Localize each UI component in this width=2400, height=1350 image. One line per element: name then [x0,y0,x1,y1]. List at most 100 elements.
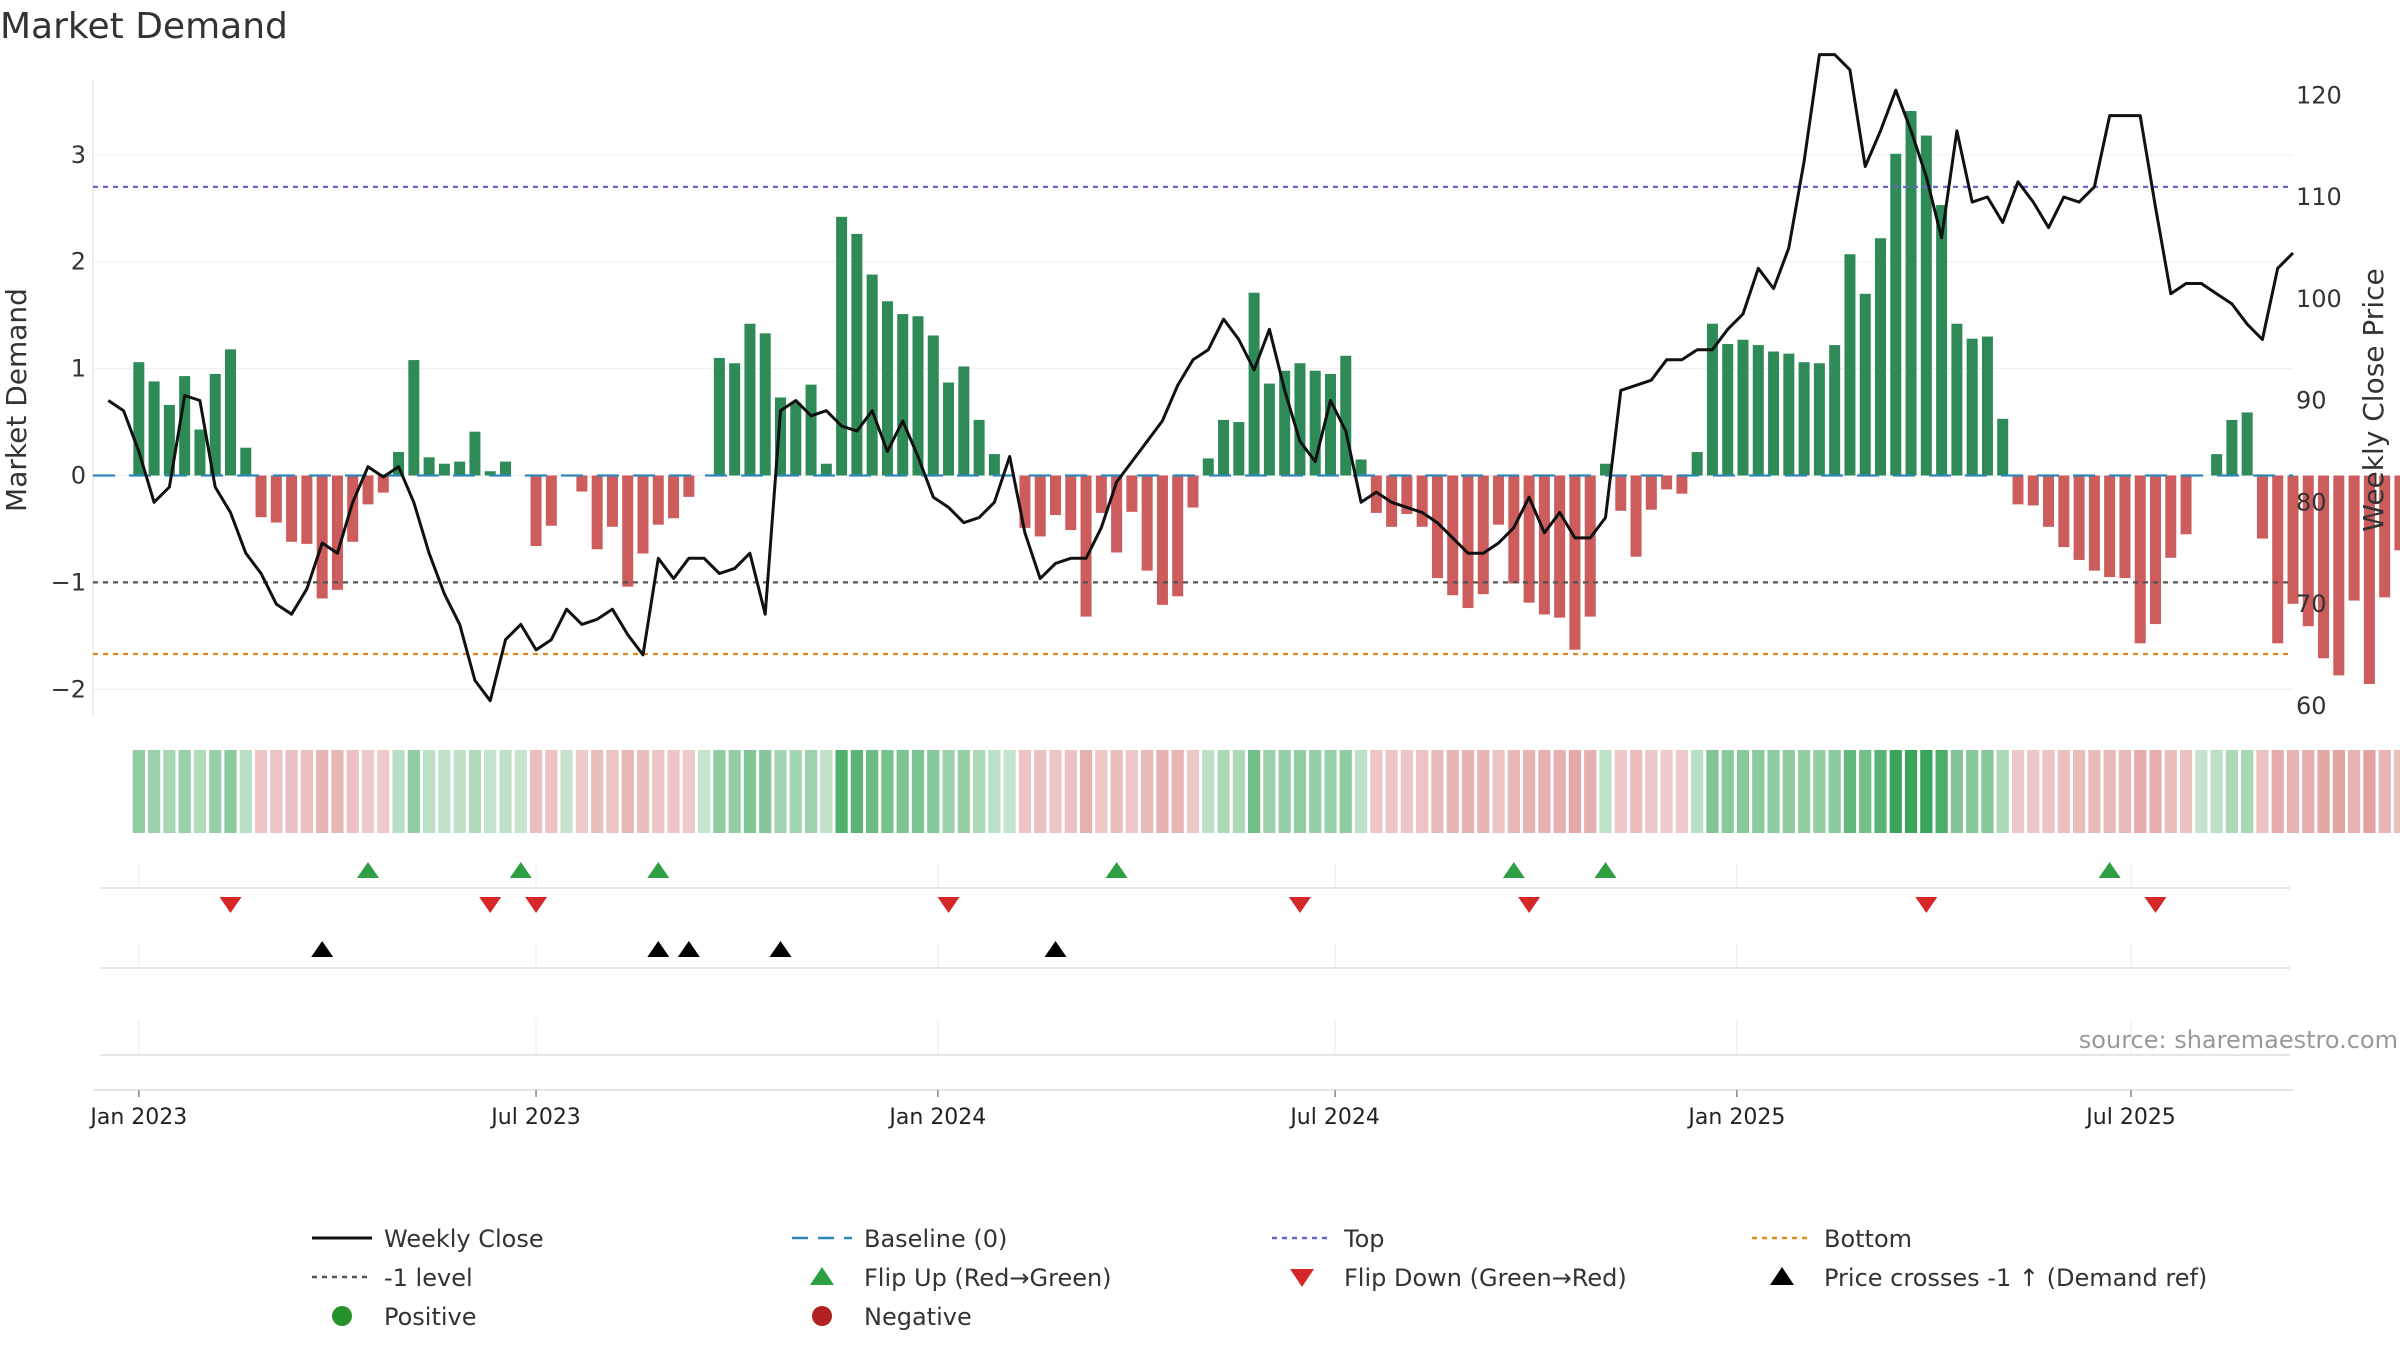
heat-cell [2179,750,2193,833]
negative-bar [2272,475,2284,644]
flip-down-marker [1915,897,1938,913]
positive-bar [973,419,985,476]
negative-bar [1584,475,1596,617]
legend-label: Weekly Close [384,1225,544,1253]
positive-bar [1829,345,1841,476]
heat-cell [698,750,711,833]
negative-bar [2287,475,2299,604]
y2-tick-label: 120 [2296,81,2342,109]
legend-item: Flip Up (Red→Green) [810,1264,1112,1292]
x-tick-label: Jul 2025 [2084,1105,2176,1130]
heat-cell [1675,750,1688,833]
positive-bar [1233,422,1245,476]
y2-tick-label: 100 [2296,285,2342,313]
positive-bar [775,397,786,476]
positive-bar [1875,238,1886,476]
negative-bar [301,475,313,544]
legend-item: Weekly Close [312,1225,544,1253]
weekly-close-line [107,53,2295,703]
negative-bar [2379,475,2391,598]
legend: Weekly Close Baseline (0) Top Bottom -1 leve… [312,1225,2207,1331]
heat-cell [2348,750,2361,833]
positive-bar [408,360,420,476]
heat-cell [1568,750,1582,833]
positive-bar [1752,345,1764,476]
negative-bar [2318,475,2330,659]
price-cross-marker [647,941,670,957]
heat-cell [2317,750,2330,833]
legend-item: Top [1272,1225,1385,1253]
positive-bar [1844,254,1856,476]
heat-cell [514,750,527,833]
positive-bar [912,316,924,476]
legend-item: Bottom [1752,1225,1912,1253]
heat-cell [468,750,482,833]
positive-bar [1798,362,1810,476]
negative-bar [1111,475,1123,553]
heat-cell [2225,750,2238,833]
heat-cell [2103,750,2116,833]
negative-bar [2333,475,2345,676]
heat-cell [2393,750,2400,833]
heat-cell [1477,750,1490,833]
negative-bar [2256,475,2268,539]
flip-down-marker [219,897,242,913]
heat-cell [1018,750,1032,833]
legend-item: -1 level [312,1264,473,1292]
negative-bar [576,475,588,492]
negative-bar [1462,475,1474,609]
flip-up-marker [357,862,379,878]
negative-bar [668,475,680,519]
heat-cell [835,750,848,833]
price-cross-marker [769,941,792,957]
positive-bar [1981,336,1993,476]
x-tick-label: Jul 2023 [489,1105,581,1130]
positive-bar [820,463,832,476]
lower-panels-grid [93,864,2293,1091]
heat-cell [1523,750,1536,833]
flip-up-marker [509,862,532,878]
positive-bar [2211,454,2223,476]
heat-cell [1981,750,1994,833]
positive-bar [927,335,939,476]
heat-cell [1354,750,1368,833]
heat-cell [1263,750,1276,833]
negative-bar [316,475,328,599]
legend-item: Price crosses -1 ↑ (Demand ref) [1770,1264,2207,1292]
heat-cell [132,750,145,833]
heat-cell [1202,750,1215,833]
negative-bar [2180,475,2192,535]
heat-cell [178,750,191,833]
negative-bar [591,475,603,550]
negative-bar [2363,475,2375,684]
flip-up-marker [1594,862,1617,878]
positive-bar [1997,418,2009,476]
heat-cell [1003,750,1016,833]
positive-bar [225,349,236,476]
heat-cell [1889,750,1902,833]
price-cross-marker [677,941,700,957]
heat-cell [1446,750,1459,833]
negative-bar [1431,475,1443,579]
heat-cell [652,750,665,833]
heat-cell [2134,750,2147,833]
x-tick-label: Jan 2024 [887,1105,986,1130]
heat-cell [2302,750,2315,833]
negative-bar [606,475,618,527]
heat-cell [1232,750,1245,833]
heat-cell [1385,750,1398,833]
legend-item: Flip Down (Green→Red) [1290,1264,1627,1292]
positive-bar [1706,323,1718,476]
positive-bar [1218,419,1230,476]
heat-cell [148,750,161,833]
heat-cell [1966,750,1979,833]
price-cross-marker [1044,941,1067,957]
negative-bar [1080,475,1092,617]
flip-up-marker [647,862,670,878]
heat-cell [163,750,176,833]
reference-levels [93,185,2293,656]
heat-cell [1553,750,1566,833]
legend-label: Flip Down (Green→Red) [1344,1264,1627,1292]
positive-bar [163,404,175,476]
heat-cell [759,750,772,833]
